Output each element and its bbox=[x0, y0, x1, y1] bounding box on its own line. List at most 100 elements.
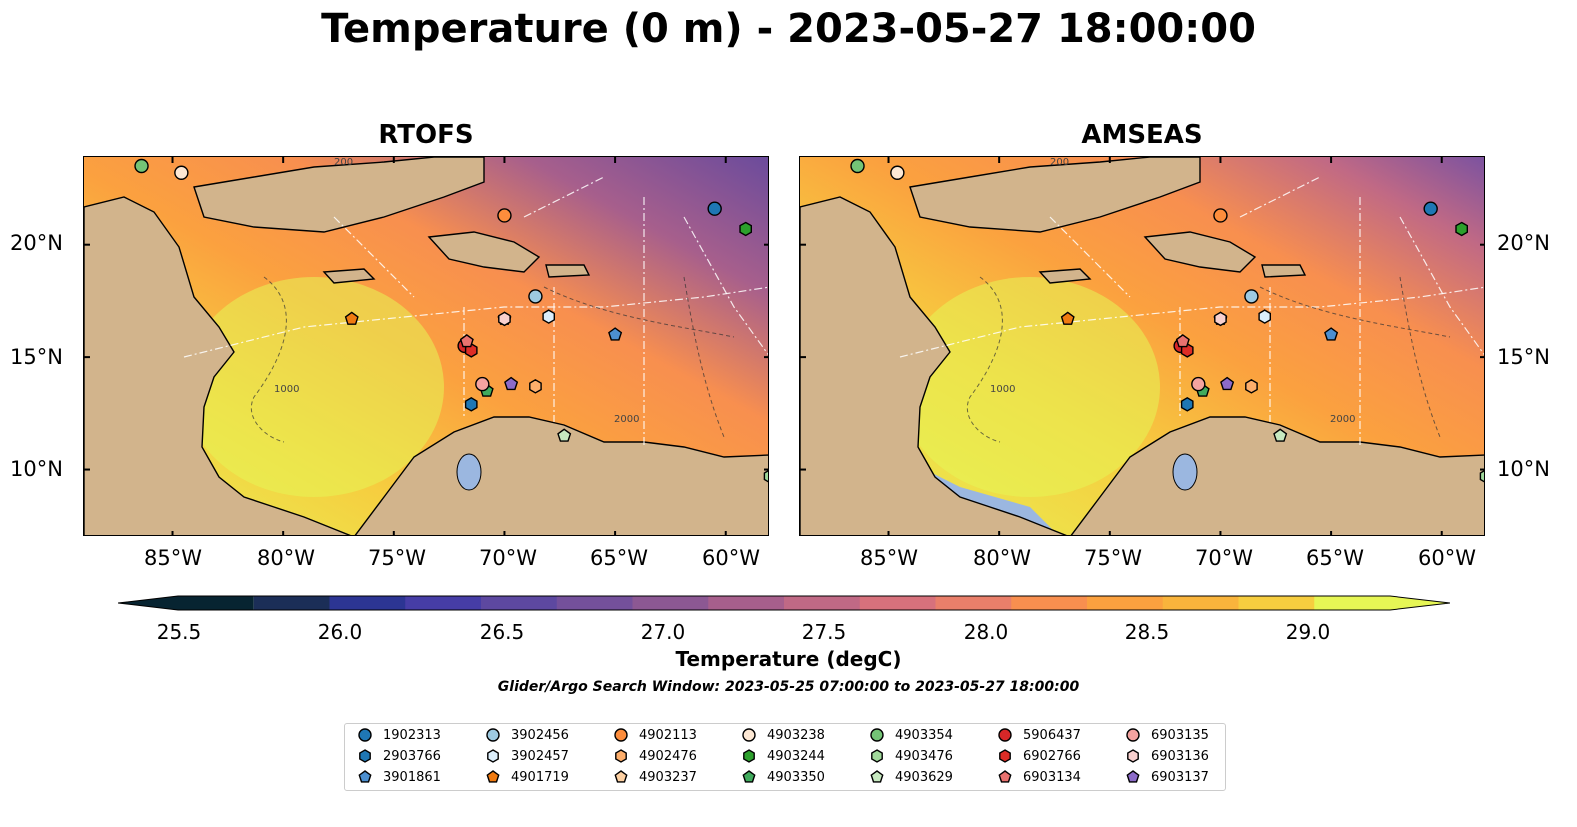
float-marker-4903476 bbox=[763, 470, 768, 483]
float-marker-4903629 bbox=[1273, 428, 1288, 442]
lake-maracaibo bbox=[456, 453, 482, 491]
float-marker-3901861 bbox=[608, 327, 623, 341]
colorbar-segment bbox=[556, 596, 633, 610]
colorbar-tick: 27.0 bbox=[640, 620, 686, 644]
legend-item: 4901719 bbox=[485, 767, 569, 787]
lat-tick: 15°N bbox=[10, 345, 63, 369]
legend-marker-icon bbox=[359, 749, 371, 763]
lat-tick: 10°N bbox=[10, 457, 63, 481]
legend-label: 5906437 bbox=[1023, 727, 1081, 743]
legend-label: 6902766 bbox=[1023, 748, 1081, 764]
legend-marker-6903137 bbox=[1126, 770, 1140, 783]
lat-tick: 10°N bbox=[1497, 457, 1550, 481]
contour-label: 200 bbox=[1050, 157, 1069, 168]
legend-marker-4902113 bbox=[614, 728, 628, 742]
float-marker-1902313 bbox=[707, 201, 722, 216]
panel-title-rtofs: RTOFS bbox=[378, 120, 474, 150]
eez-boundary bbox=[183, 286, 768, 358]
legend-label: 4903350 bbox=[767, 769, 825, 785]
float-marker-4902113 bbox=[1213, 208, 1228, 223]
figure-title: Temperature (0 m) - 2023-05-27 18:00:00 bbox=[321, 6, 1256, 52]
legend-label: 6903136 bbox=[1151, 748, 1209, 764]
colorbar-segment bbox=[481, 596, 558, 610]
legend-marker-2903766 bbox=[359, 749, 371, 763]
legend-marker-icon bbox=[486, 770, 500, 783]
lat-tick: 20°N bbox=[1497, 231, 1550, 255]
legend-marker-icon bbox=[614, 770, 628, 783]
landmass bbox=[322, 268, 376, 284]
legend-marker-4901719 bbox=[486, 770, 500, 783]
colorbar-segment bbox=[1087, 596, 1164, 610]
legend-label: 4903476 bbox=[895, 748, 953, 764]
legend-label: 4903244 bbox=[767, 748, 825, 764]
float-marker-3902457 bbox=[1258, 309, 1271, 324]
landmass bbox=[354, 416, 768, 535]
colorbar-segment bbox=[1238, 596, 1315, 610]
warm-water-region bbox=[900, 277, 1160, 497]
search-window-note: Glider/Argo Search Window: 2023-05-25 07… bbox=[497, 679, 1080, 695]
lat-tick: 20°N bbox=[10, 231, 63, 255]
lon-tick: 85°W bbox=[144, 546, 202, 570]
legend-marker-4903350 bbox=[742, 770, 756, 783]
legend-marker-icon bbox=[487, 749, 499, 763]
legend-item: 4902476 bbox=[613, 746, 697, 766]
bathymetry-contour bbox=[1399, 276, 1441, 438]
map-amseas: 1000 2000 200 bbox=[799, 156, 1485, 536]
colorbar-segment bbox=[253, 596, 330, 610]
legend-label: 3901861 bbox=[383, 769, 441, 785]
lon-tick: 70°W bbox=[479, 546, 537, 570]
landmass bbox=[84, 196, 351, 535]
float-marker-2903766 bbox=[1180, 396, 1194, 412]
legend-marker-icon bbox=[615, 749, 627, 763]
legend-item: 4903244 bbox=[741, 746, 825, 766]
colorbar-tick: 28.5 bbox=[1124, 620, 1170, 644]
eez-boundary bbox=[523, 176, 605, 218]
lon-tick: 65°W bbox=[1306, 546, 1364, 570]
legend-marker-icon bbox=[998, 770, 1012, 783]
legend-marker-4903244 bbox=[743, 749, 755, 763]
float-marker-3901861 bbox=[1324, 327, 1339, 341]
legend-marker-6903136 bbox=[1127, 749, 1139, 763]
legend-marker-1902313 bbox=[358, 728, 372, 742]
contour-label: 2000 bbox=[614, 414, 639, 425]
colorbar-tick: 27.5 bbox=[801, 620, 847, 644]
legend-marker-icon bbox=[614, 728, 628, 742]
legend-marker-3902457 bbox=[487, 749, 499, 763]
colorbar-label: Temperature (degC) bbox=[675, 647, 902, 671]
colorbar-segment bbox=[708, 596, 785, 610]
legend-item: 3902456 bbox=[485, 725, 569, 745]
float-marker-3902456 bbox=[1244, 289, 1259, 304]
colorbar-segment bbox=[405, 596, 482, 610]
colorbar bbox=[117, 588, 1451, 618]
landmass bbox=[800, 196, 1067, 535]
float-marker-6903134 bbox=[459, 334, 474, 348]
legend-label: 3902457 bbox=[511, 748, 569, 764]
legend-label: 6903135 bbox=[1151, 727, 1209, 743]
lat-tick: 15°N bbox=[1497, 345, 1550, 369]
colorbar-tick: 26.5 bbox=[479, 620, 525, 644]
landmass bbox=[1070, 416, 1484, 535]
legend-item: 2903766 bbox=[357, 746, 441, 766]
legend-marker-icon bbox=[999, 749, 1011, 763]
colorbar-tick: 28.0 bbox=[963, 620, 1009, 644]
legend-label: 4903354 bbox=[895, 727, 953, 743]
legend-item: 4903629 bbox=[869, 767, 953, 787]
legend-marker-3902456 bbox=[486, 728, 500, 742]
lon-tick: 80°W bbox=[257, 546, 315, 570]
legend-label: 4903237 bbox=[639, 769, 697, 785]
legend-marker-6902766 bbox=[999, 749, 1011, 763]
legend-item: 4903237 bbox=[613, 767, 697, 787]
float-marker-4903476 bbox=[1479, 470, 1484, 483]
landmass bbox=[193, 157, 485, 233]
legend-marker-5906437 bbox=[998, 728, 1012, 742]
eez-boundary bbox=[333, 216, 415, 298]
float-marker-4903244 bbox=[739, 221, 752, 237]
float-marker-4902113 bbox=[497, 208, 512, 223]
legend-label: 4902113 bbox=[639, 727, 697, 743]
contour-label: 1000 bbox=[990, 384, 1015, 395]
legend-marker-4902476 bbox=[615, 749, 627, 763]
float-marker-2903766 bbox=[464, 396, 478, 412]
legend-item: 6903136 bbox=[1125, 746, 1209, 766]
colorbar-segment bbox=[935, 596, 1012, 610]
legend-marker-icon bbox=[358, 770, 372, 783]
